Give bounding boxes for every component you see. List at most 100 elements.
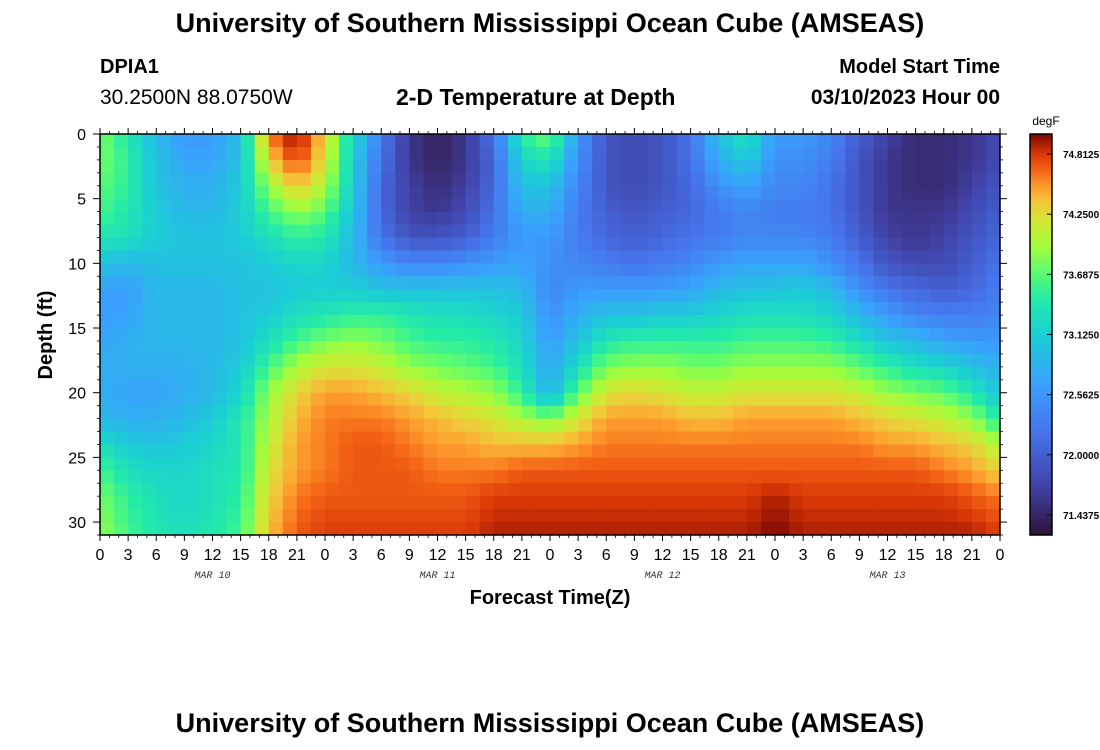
heatmap-cell	[929, 146, 945, 161]
heatmap-cell	[142, 263, 157, 277]
heatmap-cell	[493, 146, 509, 161]
heatmap-cell	[648, 509, 664, 523]
heatmap-cell	[339, 172, 354, 187]
heatmap-cell	[592, 353, 607, 368]
heatmap-cell	[170, 405, 185, 420]
x-tick-label: 3	[124, 547, 133, 564]
heatmap-cell	[339, 185, 354, 200]
heatmap-cell	[760, 509, 776, 523]
heatmap-cell	[803, 315, 818, 329]
heatmap-cell	[648, 224, 664, 239]
heatmap-cell	[859, 134, 875, 148]
heatmap-cell	[184, 340, 200, 355]
heatmap-cell	[268, 237, 284, 252]
heatmap-cell	[718, 353, 734, 368]
heatmap-cell	[704, 483, 720, 497]
heatmap-cell	[423, 302, 439, 316]
heatmap-cell	[268, 146, 284, 161]
heatmap-cell	[296, 418, 312, 433]
heatmap-cell	[676, 509, 692, 523]
heatmap-cell	[451, 496, 467, 510]
heatmap-cell	[845, 198, 860, 213]
heatmap-cell	[901, 444, 917, 458]
heatmap-cell	[395, 340, 410, 355]
heatmap-cell	[100, 146, 115, 161]
heatmap-cell	[873, 172, 889, 187]
heatmap-cell	[620, 302, 635, 316]
heatmap-cell	[451, 457, 467, 471]
heatmap-cell	[339, 483, 354, 497]
heatmap-cell	[128, 470, 143, 484]
heatmap-cell	[718, 457, 734, 471]
heatmap-cell	[732, 457, 748, 471]
heatmap-cell	[789, 250, 804, 264]
heatmap-cell	[915, 483, 931, 497]
heatmap-cell	[156, 250, 171, 264]
heatmap-cell	[296, 340, 312, 355]
heatmap-cell	[760, 289, 776, 303]
heatmap-cell	[451, 146, 467, 161]
heatmap-cell	[929, 405, 945, 420]
heatmap-cell	[775, 405, 790, 420]
heatmap-cell	[184, 263, 200, 277]
heatmap-cell	[114, 496, 129, 510]
heatmap-cell	[465, 444, 481, 458]
heatmap-cell	[845, 185, 860, 200]
heatmap-cell	[282, 496, 298, 510]
heatmap-cell	[381, 185, 396, 200]
heatmap-cell	[325, 237, 340, 252]
heatmap-cell	[845, 366, 860, 381]
heatmap-cell	[226, 159, 242, 174]
heatmap-cell	[775, 159, 790, 174]
heatmap-cell	[282, 250, 298, 264]
heatmap-cell	[620, 134, 635, 148]
heatmap-cell	[690, 289, 706, 303]
heatmap-cell	[268, 470, 284, 484]
heatmap-cell	[634, 366, 650, 381]
heatmap-cell	[873, 418, 889, 433]
heatmap-cell	[156, 405, 171, 420]
heatmap-cell	[170, 146, 185, 161]
heatmap-cell	[381, 211, 396, 226]
heatmap-cell	[634, 172, 650, 187]
heatmap-cell	[915, 315, 931, 329]
heatmap-cell	[564, 159, 579, 174]
heatmap-cell	[479, 496, 495, 510]
heatmap-cell	[296, 328, 312, 342]
heatmap-cell	[156, 211, 171, 226]
heatmap-cell	[114, 211, 129, 226]
heatmap-cell	[971, 522, 987, 535]
heatmap-cell	[859, 392, 875, 407]
heatmap-cell	[620, 392, 635, 407]
heatmap-cell	[648, 522, 664, 535]
heatmap-cell	[395, 392, 410, 407]
heatmap-cell	[985, 172, 1000, 187]
heatmap-cell	[943, 224, 959, 239]
heatmap-cell	[845, 302, 860, 316]
heatmap-cell	[367, 315, 382, 329]
heatmap-cell	[985, 509, 1000, 523]
heatmap-cell	[985, 276, 1000, 290]
heatmap-cell	[100, 496, 115, 510]
heatmap-cell	[817, 134, 832, 148]
heatmap-cell	[114, 237, 129, 252]
heatmap-cell	[409, 315, 425, 329]
heatmap-cell	[128, 379, 143, 394]
heatmap-cell	[521, 509, 537, 523]
heatmap-cell	[873, 302, 889, 316]
heatmap-cell	[859, 276, 875, 290]
heatmap-cell	[985, 237, 1000, 252]
heatmap-cell	[789, 146, 804, 161]
heatmap-cell	[803, 276, 818, 290]
heatmap-cell	[254, 159, 270, 174]
heatmap-cell	[240, 444, 256, 458]
heatmap-cell	[873, 379, 889, 394]
heatmap-cell	[325, 146, 340, 161]
heatmap-cell	[662, 146, 678, 161]
heatmap-cell	[353, 353, 368, 368]
heatmap-cell	[114, 198, 129, 213]
heatmap-cell	[479, 159, 495, 174]
heatmap-cell	[507, 457, 523, 471]
heatmap-cell	[775, 134, 790, 148]
heatmap-cell	[620, 353, 635, 368]
